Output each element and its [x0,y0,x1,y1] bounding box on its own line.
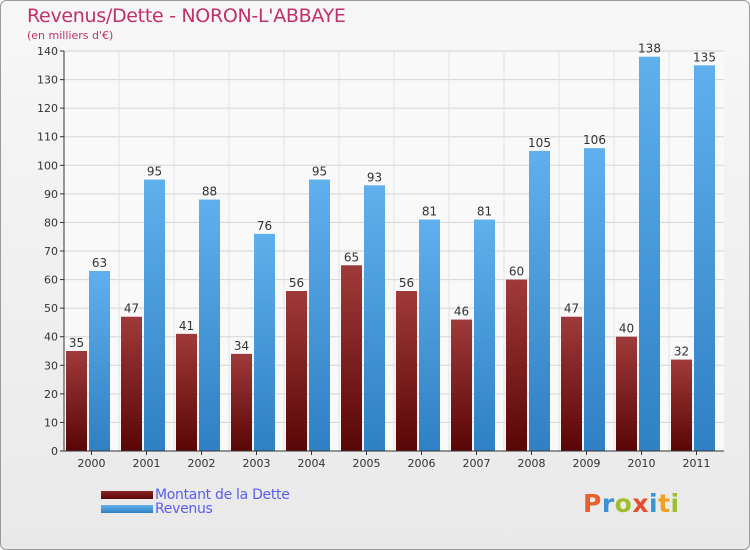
bar-debt-2006 [396,291,417,451]
bar-debt-2005 [341,265,362,451]
x-tick-label-2005: 2005 [353,457,381,470]
x-tick-label-2011: 2011 [683,457,711,470]
y-tick-label-90: 90 [44,188,58,201]
value-label-revenus-2003: 76 [257,219,272,233]
x-tick-label-2000: 2000 [78,457,106,470]
logo-letter-5: t [658,489,671,518]
logo-letter-1: r [601,489,615,518]
value-label-debt-2006: 56 [399,276,414,290]
x-tick-label-2004: 2004 [298,457,326,470]
bar-debt-2011 [671,359,692,451]
legend-item-revenus: Revenus [99,501,359,517]
bar-debt-2007 [451,319,472,451]
bar-revenus-2007 [474,219,495,451]
value-label-debt-2005: 65 [344,250,359,264]
value-label-revenus-2002: 88 [202,185,217,199]
value-label-debt-2001: 47 [124,302,139,316]
bar-debt-2000 [66,351,87,451]
value-label-revenus-2004: 95 [312,165,327,179]
x-tick-label-2003: 2003 [243,457,271,470]
bar-revenus-2008 [529,151,550,451]
value-label-debt-2009: 47 [564,302,579,316]
legend-swatch-debt [101,491,153,499]
x-tick-label-2008: 2008 [518,457,546,470]
legend-label-debt: Montant de la Dette [155,487,290,503]
y-tick-label-50: 50 [44,302,58,315]
legend-swatch-revenus [101,505,153,513]
legend-label-revenus: Revenus [155,501,213,517]
chart-title: Revenus/Dette - NORON-L'ABBAYE [27,5,346,27]
value-label-revenus-2000: 63 [92,256,107,270]
value-label-debt-2004: 56 [289,276,304,290]
bar-revenus-2006 [419,219,440,451]
value-label-revenus-2007: 81 [477,205,492,219]
value-label-revenus-2010: 138 [638,42,661,56]
y-tick-label-40: 40 [44,331,58,344]
value-label-debt-2008: 60 [509,265,524,279]
bar-revenus-2010 [639,56,660,451]
logo-letter-3: x [632,489,649,518]
bar-debt-2004 [286,291,307,451]
y-tick-label-10: 10 [44,416,58,429]
value-label-revenus-2006: 81 [422,205,437,219]
x-tick-label-2001: 2001 [133,457,161,470]
x-tick-label-2007: 2007 [463,457,491,470]
x-tick-label-2010: 2010 [628,457,656,470]
x-tick-label-2009: 2009 [573,457,601,470]
value-label-debt-2011: 32 [674,345,689,359]
value-label-revenus-2005: 93 [367,170,382,184]
y-tick-label-120: 120 [37,102,58,115]
bar-revenus-2000 [89,271,110,451]
value-label-debt-2003: 34 [234,339,249,353]
value-label-revenus-2008: 105 [528,136,551,150]
logo-letter-6: i [670,489,680,518]
y-tick-label-130: 130 [37,74,58,87]
bar-debt-2002 [176,333,197,451]
value-label-debt-2007: 46 [454,305,469,319]
y-tick-label-20: 20 [44,388,58,401]
y-tick-label-30: 30 [44,359,58,372]
bar-revenus-2005 [364,185,385,452]
x-tick-label-2006: 2006 [408,457,436,470]
value-label-revenus-2009: 106 [583,133,606,147]
value-label-debt-2010: 40 [619,322,634,336]
y-tick-label-100: 100 [37,159,58,172]
value-label-revenus-2011: 135 [693,50,716,64]
y-tick-label-70: 70 [44,245,58,258]
y-tick-label-80: 80 [44,216,58,229]
chart-subtitle: (en milliers d'€) [27,29,114,42]
bar-revenus-2001 [144,179,165,452]
bar-revenus-2004 [309,179,330,452]
y-tick-label-110: 110 [37,131,58,144]
bar-debt-2003 [231,353,252,451]
bar-revenus-2002 [199,199,220,451]
value-label-debt-2002: 41 [179,319,194,333]
logo-letter-4: i [649,489,659,518]
bar-revenus-2009 [584,148,605,451]
value-label-revenus-2001: 95 [147,165,162,179]
bar-revenus-2003 [254,233,275,451]
logo-letter-0: P [583,489,602,518]
bar-revenus-2011 [694,65,715,452]
legend-item-debt: Montant de la Dette [99,487,359,503]
bar-debt-2009 [561,316,582,451]
logo-letter-2: o [614,489,633,518]
y-tick-label-0: 0 [51,445,58,458]
proxiti-logo: Proxiti [583,489,680,518]
value-label-debt-2000: 35 [69,336,84,350]
y-tick-label-60: 60 [44,274,58,287]
bar-debt-2001 [121,316,142,451]
y-tick-label-140: 140 [37,45,58,58]
bar-debt-2008 [506,279,527,451]
bar-debt-2010 [616,336,637,451]
x-tick-label-2002: 2002 [188,457,216,470]
